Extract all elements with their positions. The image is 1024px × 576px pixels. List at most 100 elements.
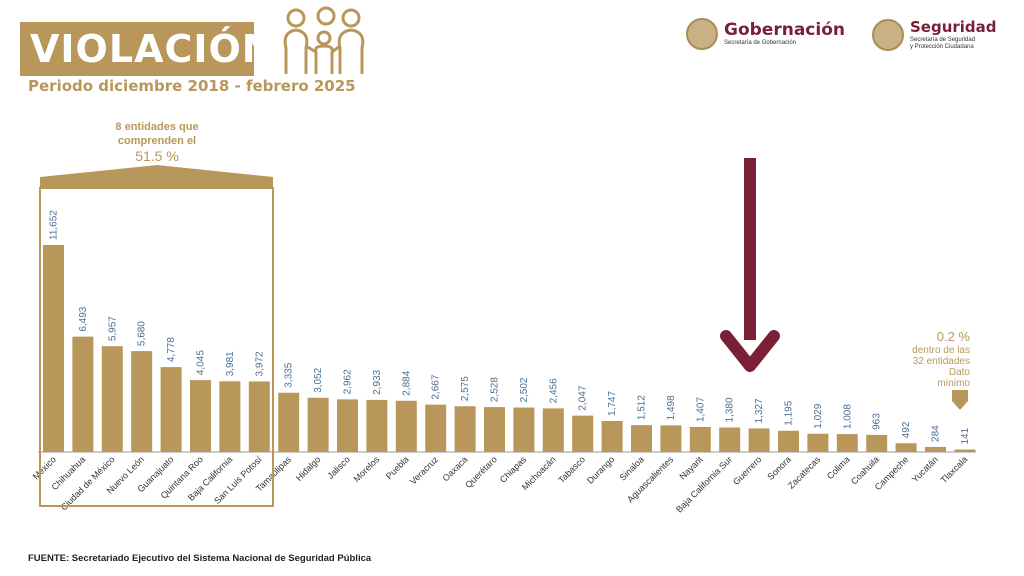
category-label: Puebla bbox=[384, 454, 411, 481]
value-label: 11,652 bbox=[49, 210, 60, 240]
page-title: VIOLACIÓN bbox=[20, 22, 274, 76]
gobernacion-logo-subtitle: Secretaría de Gobernación bbox=[724, 40, 797, 46]
min-annotation-percent: 0.2 % bbox=[937, 329, 971, 344]
value-label: 2,456 bbox=[548, 378, 559, 403]
bar bbox=[513, 407, 535, 452]
value-label: 2,962 bbox=[343, 369, 354, 394]
bar bbox=[542, 408, 564, 452]
category-label: Jalisco bbox=[325, 454, 352, 481]
national-seal-icon bbox=[872, 18, 904, 51]
bar bbox=[101, 346, 123, 452]
category-label: Querétaro bbox=[463, 454, 499, 490]
category-label: Yucatán bbox=[910, 454, 940, 484]
category-label: Veracruz bbox=[408, 454, 441, 487]
min-annotation-line1: dentro de las bbox=[912, 345, 970, 356]
bar bbox=[689, 427, 711, 452]
value-label: 284 bbox=[931, 425, 942, 442]
value-label: 141 bbox=[960, 427, 971, 444]
value-label: 1,747 bbox=[607, 391, 618, 416]
bar bbox=[925, 446, 946, 452]
seguridad-logo-subtitle-1: Secretaría de Seguridad bbox=[910, 37, 976, 43]
bar bbox=[748, 428, 770, 452]
value-label: 4,045 bbox=[196, 350, 207, 375]
bar bbox=[131, 351, 153, 452]
min-pointer-icon bbox=[952, 390, 968, 410]
value-label: 2,884 bbox=[401, 370, 412, 395]
category-label: Colima bbox=[825, 454, 852, 481]
category-label: Sinaloa bbox=[618, 454, 646, 482]
bar bbox=[43, 245, 64, 452]
value-label: 3,335 bbox=[284, 362, 295, 387]
bar bbox=[836, 434, 858, 452]
group-annotation-percent: 51.5 % bbox=[135, 148, 179, 164]
bar bbox=[337, 399, 358, 452]
value-label: 1,380 bbox=[725, 397, 736, 422]
category-label: Tabasco bbox=[556, 454, 587, 485]
bar bbox=[160, 367, 182, 452]
down-arrow-icon bbox=[720, 158, 780, 372]
group-annotation-line1: 8 entidades que bbox=[115, 121, 198, 133]
bar bbox=[719, 427, 741, 452]
category-label: Nayarit bbox=[677, 454, 705, 482]
bar bbox=[572, 415, 594, 452]
value-label: 3,052 bbox=[313, 367, 324, 392]
seguridad-logo-name: Seguridad bbox=[910, 18, 997, 36]
page-subtitle: Periodo diciembre 2018 - febrero 2025 bbox=[28, 77, 356, 95]
value-label: 6,493 bbox=[78, 306, 89, 331]
category-label: Baja California Sur bbox=[674, 454, 734, 514]
value-label: 2,502 bbox=[519, 377, 530, 402]
annotations-layer: 8 entidades que comprenden el 51.5 % 0.2… bbox=[39, 121, 971, 507]
seguridad-logo-subtitle-2: y Protección Ciudadana bbox=[910, 44, 974, 50]
group-bracket-box bbox=[39, 187, 274, 507]
value-label: 1,008 bbox=[842, 404, 853, 429]
bar bbox=[454, 406, 476, 452]
bar bbox=[395, 400, 417, 452]
bar bbox=[484, 407, 505, 452]
bar bbox=[72, 336, 94, 452]
bar bbox=[307, 397, 329, 452]
seguridad-logo: Seguridad Secretaría de Seguridad y Prot… bbox=[872, 18, 997, 51]
value-label: 492 bbox=[901, 421, 912, 438]
category-label: Zacatecas bbox=[786, 454, 823, 491]
value-label: 1,407 bbox=[695, 397, 706, 422]
bar bbox=[366, 399, 388, 452]
bar bbox=[807, 433, 829, 452]
value-label: 1,498 bbox=[666, 395, 677, 420]
value-label: 1,512 bbox=[637, 395, 648, 420]
bar bbox=[190, 380, 211, 452]
value-label: 2,575 bbox=[460, 376, 471, 401]
national-seal-icon bbox=[686, 18, 718, 50]
category-label: Morelos bbox=[352, 454, 382, 484]
group-annotation-line2: comprenden el bbox=[118, 135, 196, 147]
category-label: Sonora bbox=[765, 454, 793, 482]
value-label: 2,667 bbox=[431, 374, 442, 399]
value-label: 2,047 bbox=[578, 385, 589, 410]
group-bracket-cap bbox=[40, 165, 273, 188]
value-label: 5,957 bbox=[107, 316, 118, 341]
category-label: Ciudad de México bbox=[59, 454, 117, 512]
category-label: Durango bbox=[585, 454, 616, 485]
category-label: Oaxaca bbox=[441, 454, 470, 483]
value-label: 3,972 bbox=[254, 351, 265, 376]
bar bbox=[425, 404, 447, 452]
source-note: FUENTE: Secretariado Ejecutivo del Siste… bbox=[28, 553, 372, 564]
category-label: México bbox=[31, 454, 58, 481]
category-label: Tlaxcala bbox=[939, 454, 970, 485]
bar bbox=[601, 420, 623, 452]
value-label: 2,933 bbox=[372, 369, 383, 394]
value-label: 3,981 bbox=[225, 351, 236, 376]
bar bbox=[954, 449, 976, 452]
category-label: Guerrero bbox=[731, 454, 764, 487]
value-label: 1,327 bbox=[754, 398, 765, 423]
min-annotation-line4: mínimo bbox=[937, 378, 970, 389]
value-label: 1,195 bbox=[784, 400, 795, 425]
value-label: 2,528 bbox=[490, 377, 501, 402]
category-label: Hidalgo bbox=[294, 454, 323, 483]
value-label: 4,778 bbox=[166, 337, 177, 362]
bar bbox=[778, 430, 799, 452]
value-label: 963 bbox=[872, 413, 883, 430]
value-label: 1,029 bbox=[813, 403, 824, 428]
gobernacion-logo: Gobernación Secretaría de Gobernación bbox=[686, 18, 845, 50]
min-annotation-line3: Dato bbox=[949, 367, 971, 378]
